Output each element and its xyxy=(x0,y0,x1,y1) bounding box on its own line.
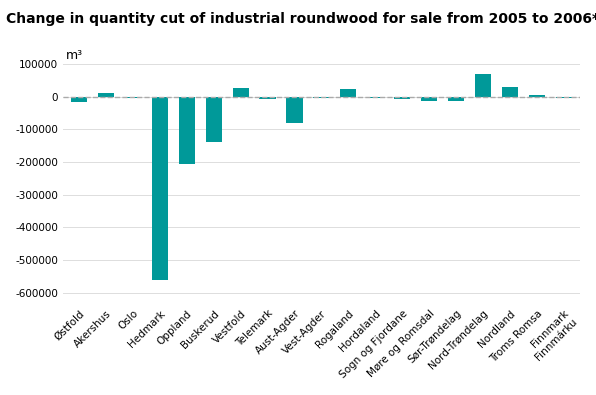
Bar xyxy=(340,88,356,97)
Bar xyxy=(421,97,437,101)
Bar xyxy=(259,97,275,100)
Bar xyxy=(232,88,249,97)
Bar xyxy=(98,92,114,97)
Bar xyxy=(151,97,168,280)
Bar xyxy=(394,97,411,100)
Bar xyxy=(448,97,464,101)
Bar xyxy=(206,97,222,143)
Bar xyxy=(179,97,195,164)
Bar xyxy=(502,87,518,97)
Bar xyxy=(475,74,491,97)
Text: m³: m³ xyxy=(66,49,83,62)
Bar xyxy=(529,96,545,97)
Bar xyxy=(71,97,87,102)
Bar xyxy=(313,97,330,98)
Bar xyxy=(287,97,303,123)
Text: Change in quantity cut of industrial roundwood for sale from 2005 to 2006*. Coun: Change in quantity cut of industrial rou… xyxy=(6,12,596,26)
Bar xyxy=(125,97,141,98)
Bar xyxy=(556,97,572,98)
Bar xyxy=(367,97,383,98)
